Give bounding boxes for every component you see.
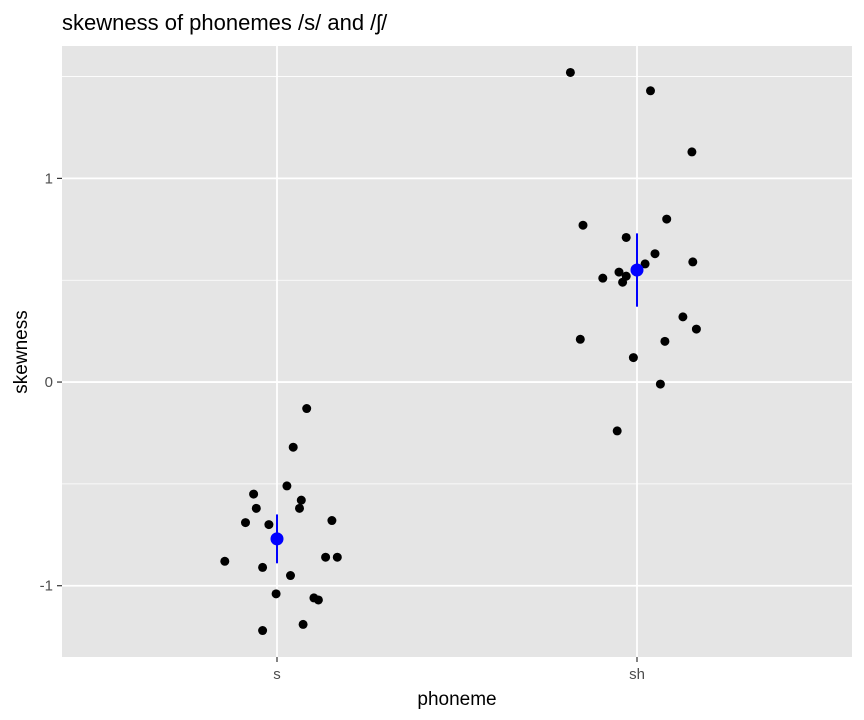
x-axis-title: phoneme — [417, 689, 496, 710]
data-point — [646, 86, 655, 96]
data-points — [220, 67, 701, 636]
data-point — [628, 353, 638, 363]
data-point — [650, 249, 660, 259]
data-point — [655, 379, 665, 389]
chart-title: skewness of phonemes /s/ and /ʃ/ — [62, 10, 388, 35]
data-point — [662, 214, 672, 224]
y-axis-title: skewness — [11, 310, 32, 393]
data-point — [640, 259, 650, 269]
data-point — [687, 147, 697, 157]
mean-point — [630, 263, 644, 277]
data-point — [598, 273, 608, 283]
data-point — [621, 271, 631, 281]
y-tick-label: -1 — [40, 578, 53, 595]
data-point — [578, 220, 588, 230]
y-axis-ticks: -1 0 1 — [40, 170, 62, 595]
data-point — [678, 312, 688, 322]
data-point — [241, 518, 250, 528]
major-gridlines — [62, 46, 852, 657]
plot-panel — [62, 46, 852, 657]
x-tick-label: sh — [629, 666, 645, 683]
data-point — [258, 626, 268, 636]
data-point — [688, 257, 698, 267]
data-point — [220, 556, 230, 566]
data-point — [691, 324, 701, 334]
data-point — [614, 267, 624, 277]
data-point — [327, 516, 337, 526]
data-point — [332, 552, 342, 562]
minor-gridlines — [62, 76, 852, 485]
data-point — [621, 232, 631, 242]
data-point — [302, 404, 312, 414]
data-point — [249, 489, 259, 499]
data-point — [575, 334, 585, 344]
data-point — [288, 442, 298, 452]
data-point — [295, 503, 304, 513]
data-point — [313, 595, 323, 605]
data-point — [264, 520, 274, 530]
x-axis-ticks: s sh — [273, 657, 645, 683]
mean-summary — [270, 233, 644, 564]
data-point — [282, 481, 292, 491]
data-point — [298, 619, 308, 629]
data-point — [286, 571, 295, 581]
data-point — [251, 503, 261, 513]
x-tick-label: s — [273, 666, 281, 683]
y-tick-label: 0 — [45, 374, 53, 391]
data-point — [296, 495, 306, 505]
data-point — [271, 589, 281, 599]
data-point — [612, 426, 622, 436]
data-point — [660, 336, 670, 346]
data-point — [258, 562, 268, 572]
data-point — [565, 67, 575, 77]
y-tick-label: 1 — [45, 170, 53, 187]
data-point — [321, 552, 331, 562]
mean-point — [270, 532, 284, 546]
